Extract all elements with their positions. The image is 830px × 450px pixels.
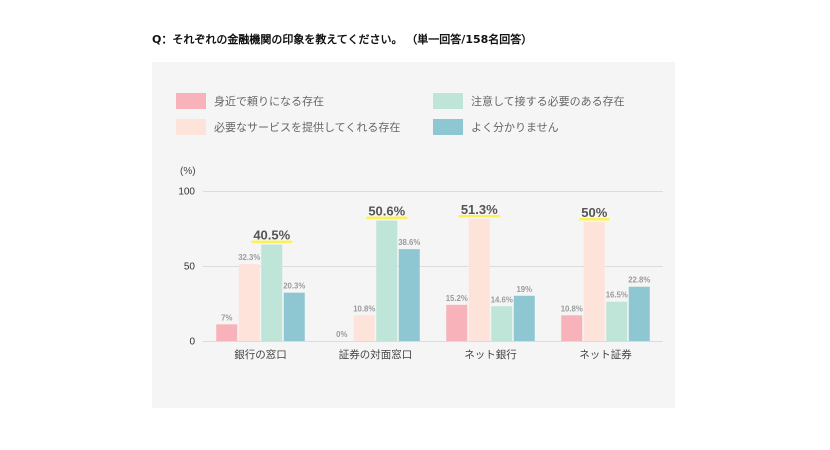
data-label-1-2: 51.3%: [461, 202, 498, 217]
bar-2-3: [606, 301, 628, 341]
data-label-3-0: 20.3%: [283, 282, 305, 291]
y-tick-label-100: 100: [178, 187, 195, 198]
bar-0-2: [446, 304, 468, 341]
bar-3-3: [628, 286, 650, 341]
y-tick-label-0: 0: [189, 337, 195, 348]
data-label-2-2: 14.6%: [491, 295, 513, 304]
legend-label-0: 身近で頼りになる存在: [214, 94, 324, 108]
y-axis-unit-label: (%): [180, 166, 196, 177]
legend-label-3: よく分かりません: [471, 120, 559, 134]
data-label-2-3: 16.5%: [606, 291, 628, 300]
data-label-2-0: 40.5%: [253, 228, 290, 243]
data-label-0-3: 10.8%: [561, 304, 583, 313]
bar-1-2: [468, 218, 490, 341]
legend-label-1: 必要なサービスを提供してくれる存在: [214, 120, 401, 134]
bar-1-0: [238, 264, 260, 341]
legend-item-3: よく分かりません: [433, 118, 663, 135]
x-tick-label-2: ネット銀行: [464, 348, 517, 361]
bar-3-2: [513, 295, 535, 341]
legend-label-2: 注意して接する必要のある存在: [471, 94, 625, 108]
bar-0-0: [216, 324, 238, 341]
x-tick-label-1: 証券の対面窓口: [339, 348, 413, 361]
bar-1-3: [583, 222, 605, 341]
y-tick-label-50: 50: [184, 262, 196, 273]
chart-title: Q：それぞれの金融機関の印象を教えてください。 （単一回答/158名回答）: [152, 33, 533, 46]
highlight-underline-1-3: [579, 218, 610, 221]
bar-1-1: [353, 315, 375, 341]
bar-2-0: [261, 244, 283, 341]
bar-2-1: [376, 220, 398, 341]
data-label-0-0: 7%: [221, 313, 232, 322]
x-tick-label-3: ネット証券: [579, 348, 632, 361]
bar-2-2: [491, 306, 513, 341]
legend-item-0: 身近で頼りになる存在: [176, 92, 433, 109]
legend-item-1: 必要なサービスを提供してくれる存在: [176, 118, 433, 135]
legend-swatch-2: [433, 92, 463, 109]
highlight-underline-1-2: [458, 214, 500, 218]
data-label-3-2: 19%: [516, 285, 532, 294]
legend-swatch-3: [433, 118, 463, 135]
highlight-underline-2-0: [251, 240, 293, 244]
data-label-1-1: 10.8%: [353, 304, 375, 313]
legend-item-2: 注意して接する必要のある存在: [433, 92, 663, 109]
legend-swatch-0: [176, 92, 206, 109]
data-label-2-1: 50.6%: [368, 204, 405, 219]
data-label-3-3: 22.8%: [628, 276, 650, 285]
highlight-underline-2-1: [366, 216, 408, 220]
bar-0-3: [561, 315, 583, 341]
data-label-3-1: 38.6%: [398, 238, 420, 247]
data-label-0-2: 15.2%: [446, 294, 468, 303]
legend-swatch-1: [176, 118, 206, 135]
bar-3-0: [283, 292, 305, 341]
data-label-1-0: 32.3%: [238, 253, 260, 262]
data-label-0-1: 0%: [336, 330, 347, 339]
x-tick-label-0: 銀行の窓口: [234, 348, 287, 361]
legend: 身近で頼りになる存在 必要なサービスを提供してくれる存在 注意して接する必要のあ…: [176, 92, 663, 144]
bar-3-1: [398, 249, 420, 341]
data-label-1-3: 50%: [581, 205, 607, 220]
